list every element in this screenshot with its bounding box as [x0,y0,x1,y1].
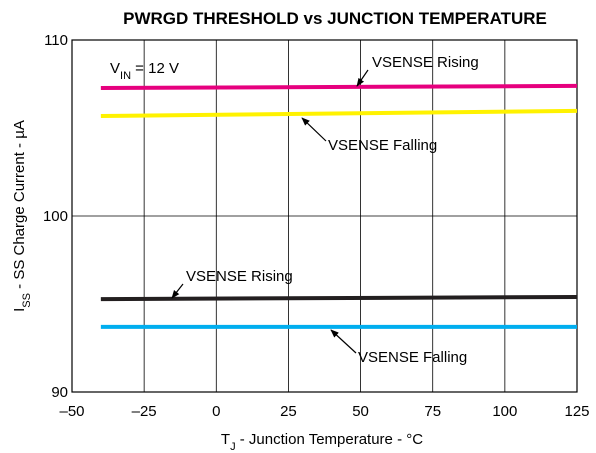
x-axis-label: TJ - Junction Temperature - °C [221,431,423,453]
y-axis-label-sub: SS [21,293,33,308]
series-label: VSENSE Rising [372,54,479,71]
x-axis-label-rest: - Junction Temperature - °C [236,431,424,448]
x-tick-label: –50 [59,403,84,420]
series-label: VSENSE Falling [328,137,437,154]
series-line [100,294,578,302]
annotation-arrow [330,329,357,354]
chart-title: PWRGD THRESHOLD vs JUNCTION TEMPERATURE [123,9,547,28]
y-tick-label: 90 [51,384,68,401]
plot-border [71,39,578,393]
series-label: VSENSE Falling [358,349,467,366]
series-line [100,108,578,119]
y-tick-label: 110 [44,32,68,49]
annotation-main: V [110,60,120,77]
x-tick-label: 50 [352,403,369,420]
x-tick-label: 0 [212,403,220,420]
annotation: VIN = 12 V [110,60,179,82]
annotation-arrow [171,283,184,299]
annotation-arrow [356,69,369,87]
y-axis-label-main: I [11,308,28,312]
x-axis-label-main: T [221,431,230,448]
annotation-sub: IN [120,70,131,82]
x-axis-label-sub: J [230,441,236,453]
y-tick-label: 100 [43,208,68,225]
x-tick-label: 25 [280,403,297,420]
annotation-arrow [301,117,327,142]
y-axis-label: ISS - SS Charge Current - µA [11,120,33,312]
x-tick-label: 75 [424,403,441,420]
x-tick-label: 125 [564,403,589,420]
y-axis-label-rest: - SS Charge Current - µA [11,120,28,293]
series-line [100,83,578,91]
x-tick-label: 100 [492,403,517,420]
x-tick-label: –25 [132,403,157,420]
series-label: VSENSE Rising [186,268,293,285]
annotation-rest: = 12 V [131,60,179,77]
